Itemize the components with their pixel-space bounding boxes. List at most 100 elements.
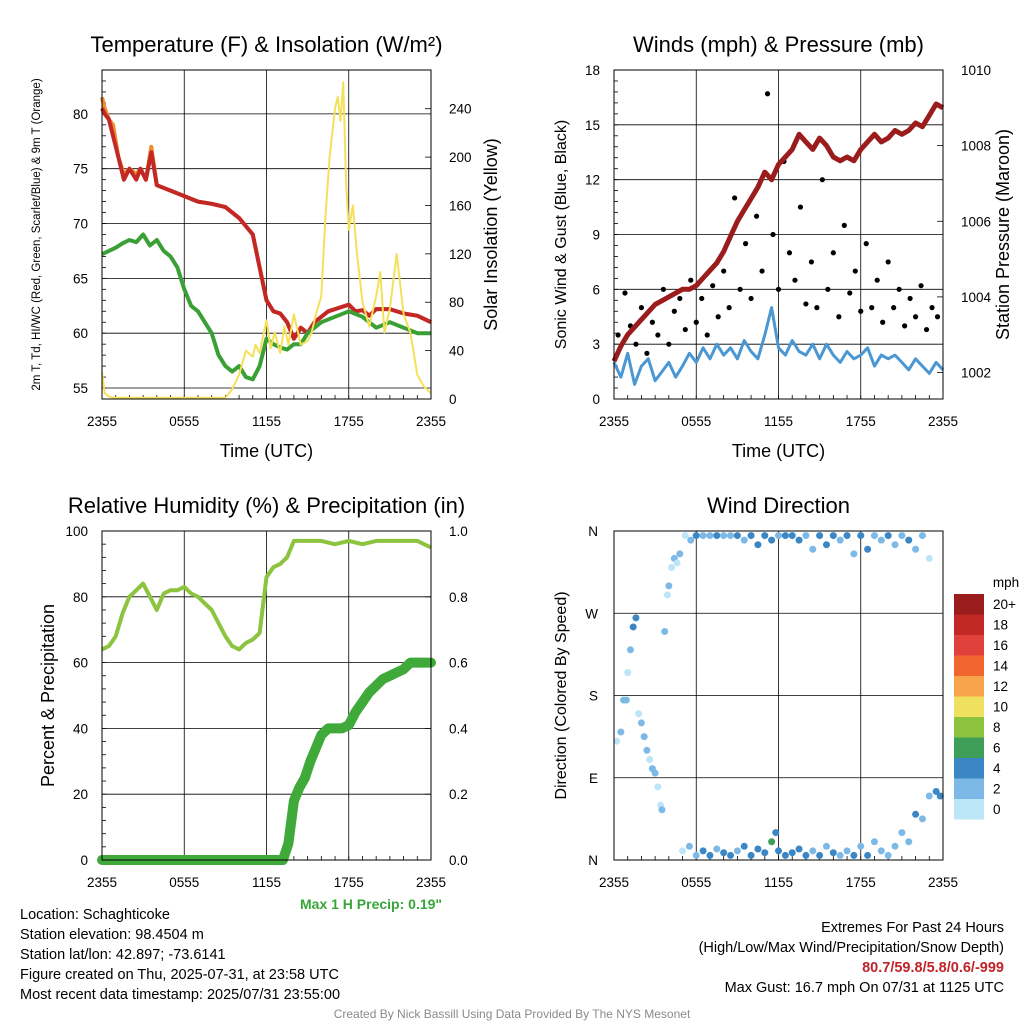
legend-title: mph [993,575,1019,590]
direction-point [870,838,878,846]
gust-point [715,314,721,320]
direction-point [802,532,810,540]
direction-point [836,851,844,859]
x-axis-label: Time (UTC) [732,441,825,461]
direction-point [747,532,755,540]
gust-point [880,319,886,325]
gust-point [786,250,793,256]
y-tick-label: 0 [592,392,600,407]
station-info: Location: Schaghticoke Station elevation… [20,905,340,1005]
x-tick-label: 2355 [599,414,629,429]
gust-point [858,308,864,314]
gust-point [693,319,699,325]
created-text: Figure created on Thu, 2025-07-31, at 23… [20,967,339,983]
direction-point [816,532,824,540]
direction-point [864,545,872,553]
direction-point [809,847,817,855]
direction-point [877,536,885,544]
y2-tick-label: 80 [449,295,464,310]
direction-point [809,545,817,553]
direction-point [646,755,654,763]
gust-point [902,323,908,329]
gust-point [671,308,677,314]
legend-swatch [954,594,984,615]
series-line-1-0 [612,306,945,386]
y-tick-label: S [589,689,598,704]
direction-point [668,564,676,572]
panel-frame [101,69,432,400]
gust-point [688,277,694,283]
gust-point [825,286,831,292]
x-tick-label: 0555 [169,875,199,890]
legend-swatch [954,655,984,676]
x-tick-label: 0555 [681,414,711,429]
legend-swatch [954,676,984,697]
latlon-text: Station lat/lon: 42.897; -73.6141 [20,947,226,963]
gust-point [923,326,930,333]
direction-point [768,536,776,544]
direction-point [706,532,714,540]
direction-point [768,838,776,846]
extremes-subtitle: (High/Low/Max Wind/Precipitation/Snow De… [698,940,1004,956]
direction-point [727,532,735,540]
gust-point [638,305,645,311]
direction-point [912,810,920,818]
panel-frame [613,530,944,861]
series-line-2-0 [101,538,432,652]
direction-point [613,737,621,745]
direction-point [681,532,689,540]
y2-axis-label: Solar Insolation (Yellow) [481,138,501,330]
direction-point [898,532,906,540]
direction-point [661,628,669,636]
y-tick-label: 55 [73,381,88,396]
x-tick-label: 1155 [764,875,793,890]
gust-point [753,213,760,219]
recent-text: Most recent data timestamp: 2025/07/31 2… [20,987,341,1003]
gust-point [615,332,621,338]
y-axis-label: Percent & Precipitation [38,604,58,787]
direction-point [676,550,684,558]
y2-tick-label: 1008 [961,139,991,154]
direction-point [629,623,637,631]
series-line-0-1 [100,107,432,341]
direction-point [788,849,796,857]
gust-point [885,259,891,265]
gust-point [764,91,771,97]
y-tick-label: N [588,524,598,539]
series-line-1-2 [611,101,945,363]
direction-point [692,532,700,540]
gust-point [677,295,683,302]
gust-point [743,241,749,247]
direction-point [788,532,796,540]
gust-point [836,314,842,320]
gust-point [896,286,902,292]
x-tick-label: 2355 [416,414,446,429]
direction-point [651,769,659,777]
extremes-info: Extremes For Past 24 Hours (High/Low/Max… [699,918,1004,998]
x-tick-label: 1755 [334,875,364,890]
gust-point [852,268,858,274]
y-tick-label: 60 [73,656,88,671]
direction-point [740,842,748,850]
legend-label: 0 [993,802,1001,817]
x-tick-label: 2355 [87,875,117,890]
gust-point [863,241,869,247]
direction-point [822,842,830,850]
direction-point [932,787,940,795]
max-precip-annotation: Max 1 H Precip: 0.19" [300,896,443,912]
gust-point [633,341,639,347]
direction-point [713,845,721,853]
direction-point [692,851,700,859]
legend-swatch [954,635,984,656]
y-tick-label: W [585,606,598,621]
x-tick-label: 2355 [87,414,117,429]
y2-tick-label: 0.6 [449,656,468,671]
x-tick-label: 2355 [928,875,958,890]
location-text: Location: Schaghticoke [20,907,170,923]
y2-tick-label: 200 [449,150,472,165]
direction-point [857,532,865,540]
y2-tick-label: 120 [449,247,472,262]
direction-point [733,532,741,540]
y2-tick-label: 0.0 [449,853,468,868]
elevation-text: Station elevation: 98.4504 m [20,927,204,943]
